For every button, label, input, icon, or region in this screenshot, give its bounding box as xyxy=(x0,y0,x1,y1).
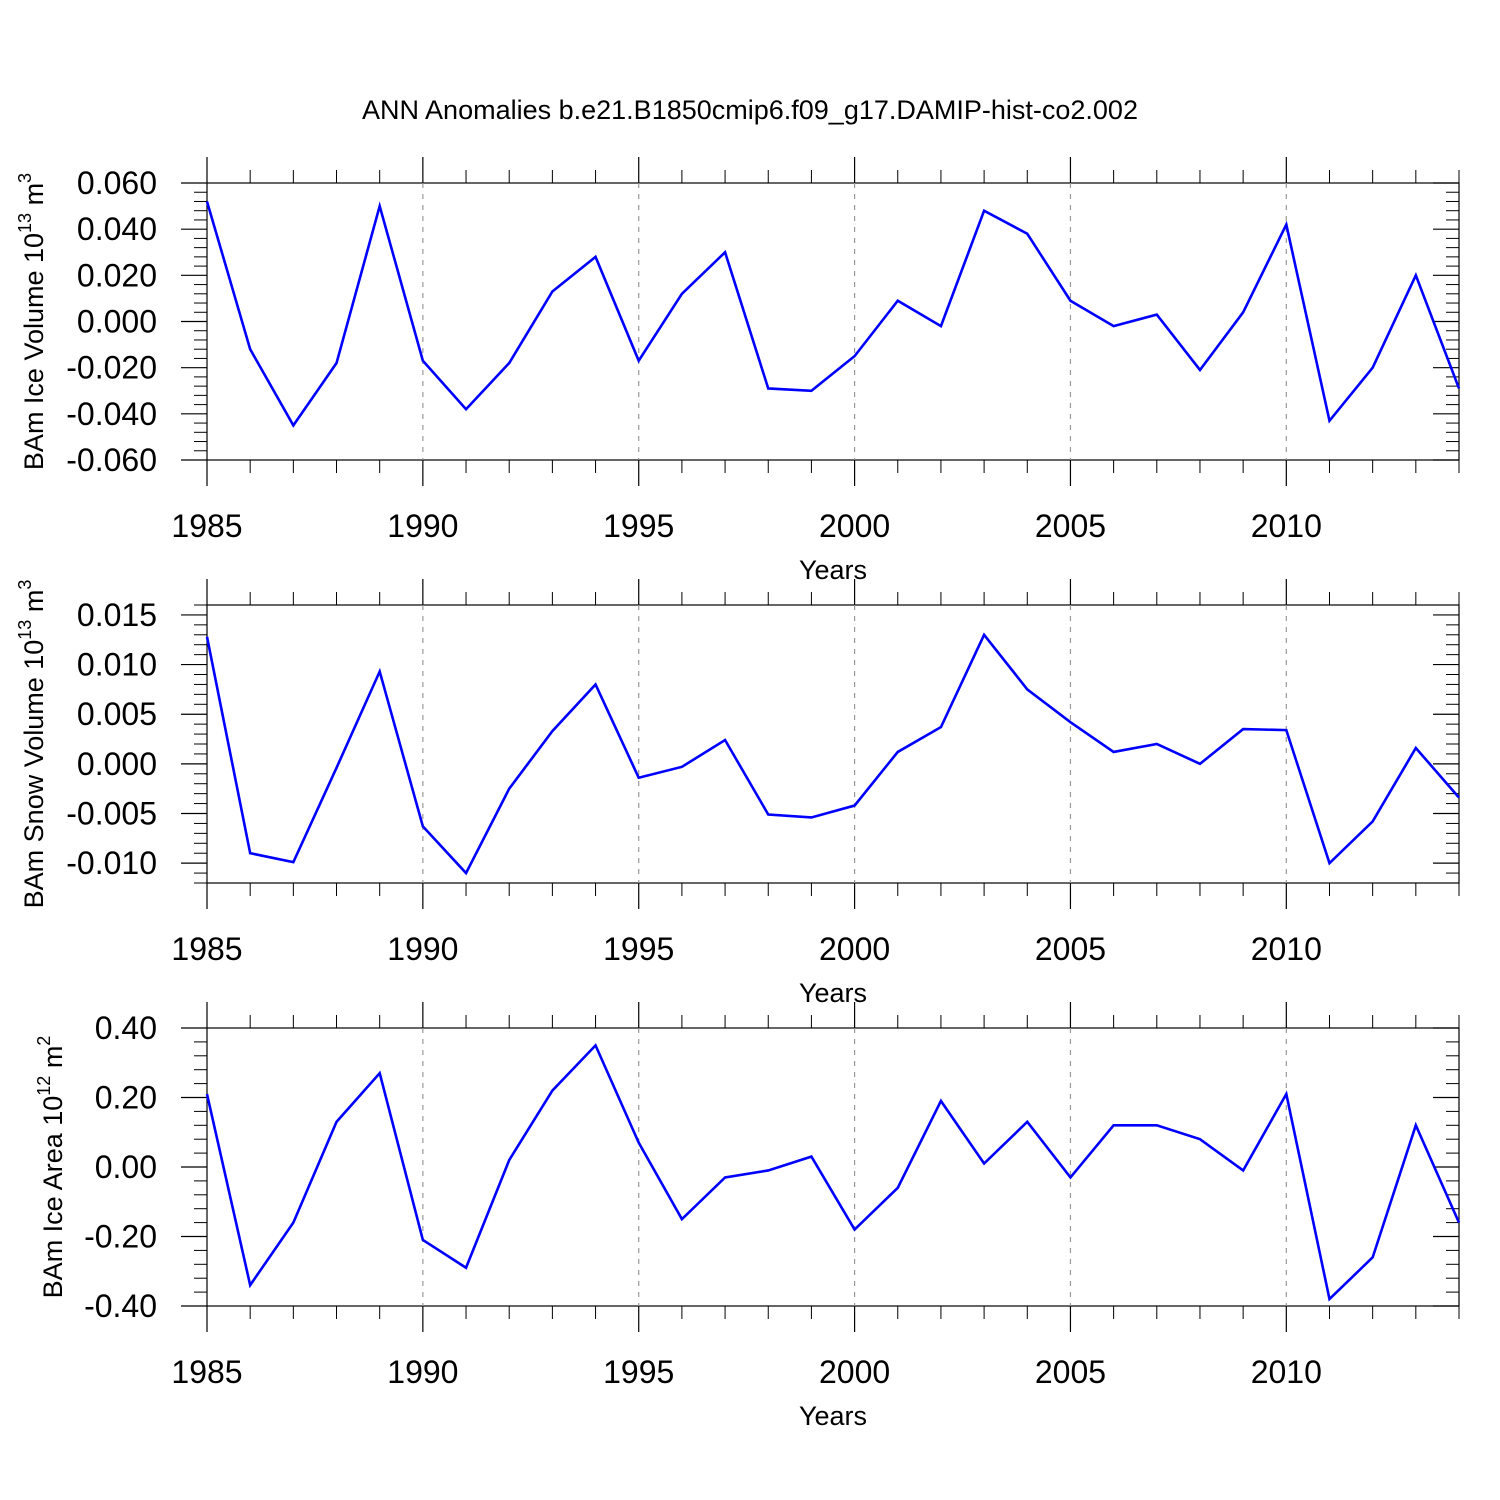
x-tick-label: 2010 xyxy=(1251,508,1322,544)
x-tick-label: 1995 xyxy=(603,931,674,967)
panels: 1985 1990 1995 2000 2005 2010 0.060 0.040 0.020 0… xyxy=(15,157,1461,1431)
y-tick-label: 0.010 xyxy=(77,647,157,683)
x-tick-label: 2010 xyxy=(1251,931,1322,967)
x-tick-label: 1995 xyxy=(603,508,674,544)
x-tick-label: 2000 xyxy=(819,508,890,544)
x-tick-label: 1985 xyxy=(171,1354,242,1390)
x-tick-label: 1985 xyxy=(171,931,242,967)
y-tick-label: 0.015 xyxy=(77,597,157,633)
chart-panel-1: 1985 1990 1995 2000 2005 2010 0.060 0.040 0.020 0… xyxy=(15,157,1461,585)
y-axis-label: BAm Ice Volume 1013 m3 xyxy=(15,173,49,470)
y-tick-label: 0.000 xyxy=(77,746,157,782)
x-tick-label: 1990 xyxy=(387,508,458,544)
y-tick-label: 0.060 xyxy=(77,165,157,201)
x-axis-label: Years xyxy=(799,555,867,585)
x-tick-label: 1985 xyxy=(171,508,242,544)
y-tick-label: 0.005 xyxy=(77,696,157,732)
y-tick-label: -0.20 xyxy=(84,1219,157,1255)
data-series-line xyxy=(205,632,1460,876)
x-tick-label: 2000 xyxy=(819,1354,890,1390)
x-tick-label: 2000 xyxy=(819,931,890,967)
x-axis-label: Years xyxy=(799,978,867,1008)
figure-title: ANN Anomalies b.e21.B1850cmip6.f09_g17.D… xyxy=(362,95,1138,125)
data-series-line xyxy=(205,1043,1461,1302)
data-series-line xyxy=(205,201,1461,428)
chart-panel-2: 1985 1990 1995 2000 2005 2010 0.015 0.010 0.005 0… xyxy=(15,579,1460,1008)
y-tick-label: 0.40 xyxy=(95,1010,157,1046)
x-tick-label: 1995 xyxy=(603,1354,674,1390)
chart-panel-3: 1985 1990 1995 2000 2005 2010 0.40 0.20 0.00 -0.2… xyxy=(34,1002,1461,1431)
y-tick-label: -0.40 xyxy=(84,1288,157,1324)
x-tick-label: 2010 xyxy=(1251,1354,1322,1390)
y-tick-label: -0.020 xyxy=(66,350,157,386)
y-tick-label: -0.005 xyxy=(66,796,157,832)
x-tick-label: 1990 xyxy=(387,931,458,967)
y-tick-label: 0.040 xyxy=(77,211,157,247)
y-axis-label: BAm Snow Volume 1013 m3 xyxy=(15,580,49,909)
y-axis-label: BAm Ice Area 1012 m2 xyxy=(34,1036,68,1299)
x-tick-label: 2005 xyxy=(1035,931,1106,967)
y-tick-label: 0.000 xyxy=(77,304,157,340)
y-tick-label: 0.20 xyxy=(95,1080,157,1116)
x-tick-label: 2005 xyxy=(1035,1354,1106,1390)
x-tick-label: 2005 xyxy=(1035,508,1106,544)
x-tick-label: 1990 xyxy=(387,1354,458,1390)
y-tick-label: -0.010 xyxy=(66,845,157,881)
y-tick-label: 0.020 xyxy=(77,257,157,293)
x-axis-label: Years xyxy=(799,1401,867,1431)
y-tick-label: -0.060 xyxy=(66,442,157,478)
y-tick-label: -0.040 xyxy=(66,396,157,432)
y-tick-label: 0.00 xyxy=(95,1149,157,1185)
